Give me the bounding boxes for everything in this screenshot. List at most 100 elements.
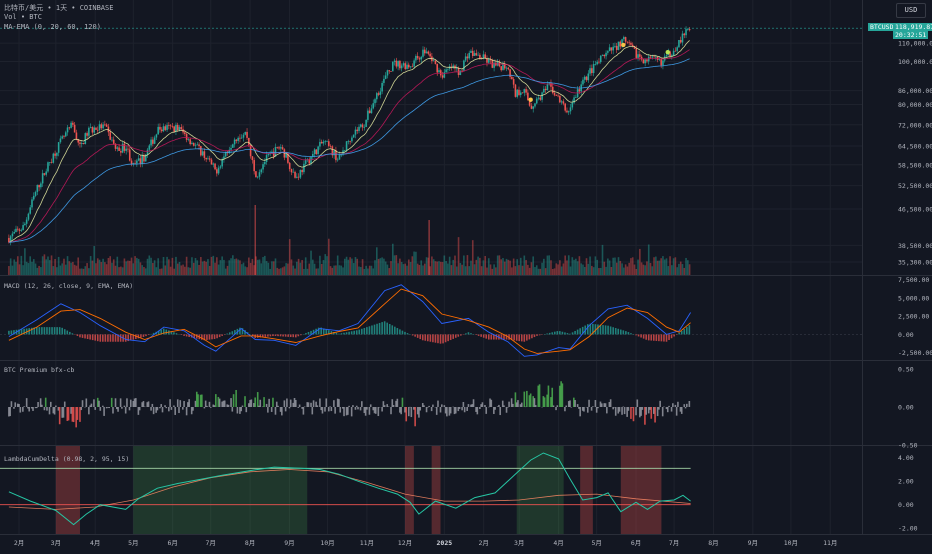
currency-button[interactable]: USD — [896, 3, 926, 18]
volume-bar — [106, 264, 108, 275]
premium-bar — [459, 407, 461, 409]
volume-bar — [246, 267, 248, 275]
volume-bar — [232, 255, 234, 275]
volume-bar — [474, 264, 476, 275]
premium-bar — [275, 407, 277, 415]
volume-bar — [143, 267, 145, 275]
macd-histogram-bar — [272, 334, 274, 336]
volume-bar — [35, 264, 37, 275]
premium-bar — [44, 407, 46, 410]
premium-bar — [77, 407, 79, 420]
premium-bar — [444, 405, 446, 407]
volume-bar — [632, 257, 634, 275]
volume-bar — [531, 262, 533, 275]
candle-body — [99, 124, 101, 130]
volume-bar — [683, 268, 685, 275]
candle-body — [109, 132, 111, 139]
candle-body — [236, 140, 238, 141]
macd-histogram-bar — [384, 321, 386, 334]
candle-body — [442, 75, 444, 77]
candle-body — [292, 172, 294, 173]
candle-body — [19, 229, 21, 230]
volume-bar — [148, 255, 150, 275]
macd-histogram-bar — [94, 334, 96, 340]
macd-histogram-bar — [579, 328, 581, 334]
premium-bar — [129, 407, 131, 410]
premium-bar — [628, 407, 630, 411]
candle-body — [556, 95, 558, 96]
premium-bar — [461, 407, 463, 410]
premium-bar — [159, 407, 161, 408]
volume-bar — [332, 268, 334, 275]
candle-body — [152, 140, 154, 144]
candle-body — [117, 147, 119, 148]
candle-body — [244, 132, 246, 135]
candle-body — [675, 51, 677, 52]
candle-body — [260, 169, 262, 172]
candle-body — [468, 53, 470, 58]
macd-histogram-bar — [518, 334, 520, 341]
macd-histogram-bar — [394, 327, 396, 335]
candle-body — [401, 66, 403, 69]
volume-bar — [31, 262, 33, 275]
candle-body — [316, 149, 318, 154]
premium-bar — [22, 407, 24, 412]
candle-body — [428, 52, 430, 54]
lcd-tick-label: 0.00 — [898, 501, 914, 509]
candle-body — [241, 138, 243, 139]
volume-bar — [563, 263, 565, 275]
volume-bar — [483, 260, 485, 275]
premium-bar — [115, 398, 117, 407]
time-tick-label: 5月 — [128, 539, 138, 547]
volume-bar — [367, 269, 369, 275]
premium-bar — [325, 398, 327, 407]
candle-body — [85, 133, 87, 144]
candle-body — [22, 225, 24, 230]
volume-bar — [669, 256, 671, 275]
premium-bar — [166, 407, 168, 408]
macd-histogram-bar — [84, 334, 86, 338]
premium-bar — [228, 405, 230, 407]
premium-bar — [125, 407, 127, 414]
premium-bar — [94, 407, 96, 410]
volume-bar — [60, 266, 62, 275]
volume-bar — [675, 257, 677, 275]
volume-bar — [623, 268, 625, 275]
premium-bar — [201, 395, 203, 407]
premium-bar — [551, 388, 553, 407]
volume-bar — [330, 266, 332, 275]
premium-bar — [46, 407, 48, 411]
volume-bar — [109, 256, 111, 275]
volume-bar — [195, 258, 197, 275]
macd-histogram-bar — [668, 334, 670, 340]
premium-bar — [285, 407, 287, 411]
macd-histogram-bar — [89, 334, 91, 339]
volume-bar — [404, 264, 406, 275]
candle-body — [365, 120, 367, 127]
candle-body — [678, 40, 680, 47]
macd-histogram-bar — [341, 333, 343, 334]
candle-body — [189, 139, 191, 144]
candle-body — [566, 111, 568, 113]
candle-body — [637, 54, 639, 58]
candle-body — [524, 89, 526, 93]
macd-histogram-bar — [54, 327, 56, 334]
candle-body — [266, 155, 268, 162]
volume-bar — [244, 266, 246, 275]
volume-bar — [591, 266, 593, 275]
candle-body — [125, 149, 127, 151]
volume-bar — [117, 257, 119, 275]
premium-bar — [331, 407, 333, 411]
macd-histogram-bar — [298, 334, 300, 336]
macd-histogram-bar — [49, 327, 51, 334]
premium-bar — [219, 399, 221, 407]
macd-histogram-bar — [567, 333, 569, 334]
candle-body — [399, 61, 401, 68]
macd-histogram-bar — [496, 334, 498, 339]
volume-bar — [85, 266, 87, 275]
macd-histogram-bar — [597, 325, 599, 335]
volume-bar — [532, 256, 534, 275]
premium-bar — [450, 407, 452, 413]
candle-body — [618, 42, 620, 50]
